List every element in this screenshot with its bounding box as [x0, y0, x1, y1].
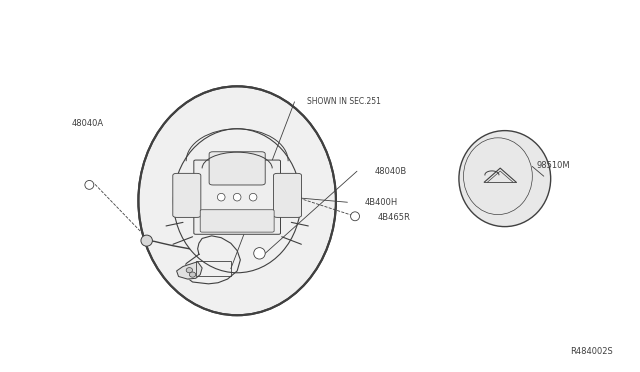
Ellipse shape	[186, 267, 193, 273]
Ellipse shape	[234, 193, 241, 201]
Text: 48040A: 48040A	[72, 119, 104, 128]
Ellipse shape	[351, 212, 360, 221]
Ellipse shape	[249, 193, 257, 201]
Ellipse shape	[189, 272, 196, 277]
Ellipse shape	[85, 180, 94, 189]
Polygon shape	[177, 262, 202, 279]
FancyBboxPatch shape	[200, 210, 274, 232]
FancyBboxPatch shape	[273, 173, 301, 217]
Ellipse shape	[138, 86, 336, 315]
Ellipse shape	[141, 235, 152, 246]
FancyBboxPatch shape	[209, 152, 265, 185]
Text: SHOWN IN SEC.251: SHOWN IN SEC.251	[307, 97, 381, 106]
Text: 48040B: 48040B	[374, 167, 406, 176]
Text: 4B400H: 4B400H	[365, 198, 398, 207]
Ellipse shape	[459, 131, 550, 227]
Ellipse shape	[253, 248, 265, 259]
Bar	[196, 261, 231, 276]
Ellipse shape	[218, 193, 225, 201]
FancyBboxPatch shape	[173, 173, 201, 217]
FancyBboxPatch shape	[194, 160, 280, 234]
Text: 98510M: 98510M	[537, 161, 570, 170]
Text: 4B465R: 4B465R	[378, 213, 410, 222]
Text: R484002S: R484002S	[570, 347, 613, 356]
